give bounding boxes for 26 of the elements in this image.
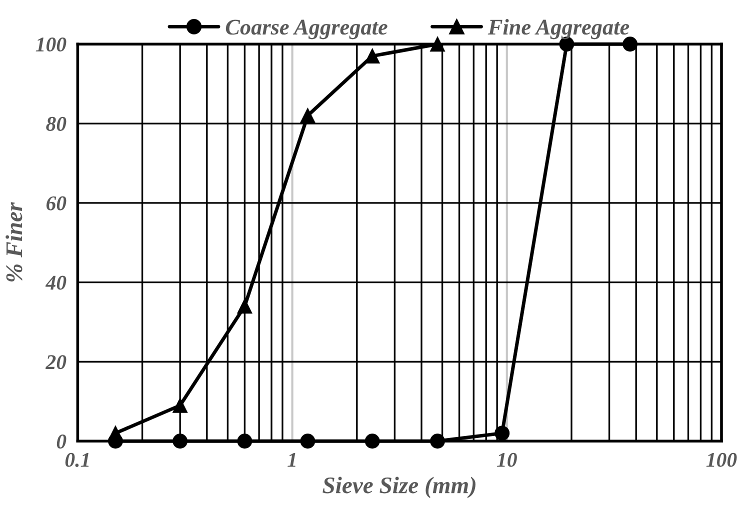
- point: [300, 108, 316, 124]
- point: [108, 426, 123, 441]
- x-tick-label: 1: [288, 452, 296, 467]
- point: [237, 434, 252, 449]
- y-tick-label: 60: [46, 196, 66, 210]
- x-tick-label: 0.1: [65, 452, 89, 468]
- point: [430, 434, 445, 449]
- point: [300, 434, 316, 449]
- point: [172, 434, 188, 449]
- point: [237, 298, 252, 314]
- legend-label: Coarse Aggregate: [226, 20, 388, 40]
- point: [494, 426, 510, 441]
- y-tick-label: 100: [36, 37, 66, 52]
- x-axis-title: Sieve Size (mm): [322, 476, 476, 498]
- point: [172, 398, 188, 413]
- point: [364, 48, 380, 64]
- x-tick-label: 100: [706, 452, 737, 467]
- y-tick-label: 80: [46, 116, 66, 131]
- y-axis-title: % Finer: [6, 202, 22, 282]
- y-tick-label: 20: [46, 355, 66, 370]
- point: [364, 434, 380, 449]
- legend-label: Fine Aggregate: [488, 19, 630, 40]
- y-tick-label: 0: [56, 434, 66, 449]
- point: [430, 36, 445, 52]
- y-tick-label: 40: [45, 276, 66, 290]
- x-tick-label: 10: [496, 452, 517, 467]
